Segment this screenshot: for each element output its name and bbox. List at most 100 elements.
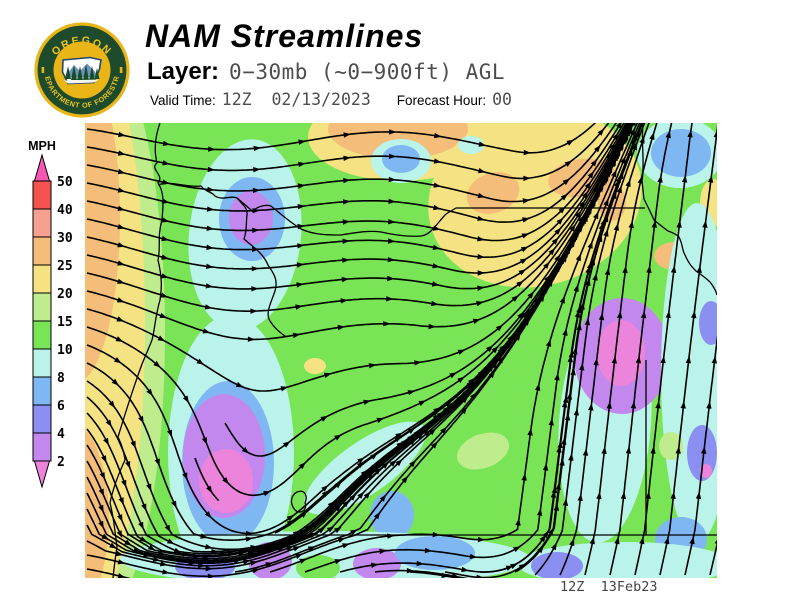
streamline-arrow-icon (613, 223, 619, 231)
streamline-arrow-icon (622, 265, 628, 274)
streamline-arrow-icon (519, 258, 528, 265)
streamline-arrow-icon (334, 504, 342, 512)
streamline-arrow-icon (166, 538, 175, 545)
valid-time-row: Valid Time: 12Z 02/13/2023 Forecast Hour: 0… (150, 90, 512, 109)
streamline (274, 123, 634, 534)
streamline-arrow-icon (542, 530, 549, 539)
streamline-arrow-icon (161, 217, 170, 223)
streamline-arrow-icon (562, 328, 568, 336)
streamline-arrow-icon (547, 279, 553, 287)
logo-right-tick (119, 67, 123, 73)
streamline-arrow-icon (98, 504, 104, 513)
streamline-arrow-icon (388, 176, 396, 183)
streamline-arrow-icon (379, 494, 387, 502)
streamline-arrow-icon (233, 558, 241, 564)
streamline-arrow-icon (253, 167, 261, 173)
streamline-arrow-icon (103, 437, 109, 446)
willamette-river (236, 197, 287, 338)
streamline (86, 123, 610, 180)
streamline-arrow-icon (321, 485, 329, 492)
streamline-arrow-icon (488, 370, 495, 379)
streamline-arrow-icon (326, 509, 334, 517)
streamline-arrow-icon (600, 177, 607, 186)
streamline-arrow-icon (559, 458, 565, 466)
streamline-arrow-icon (373, 511, 381, 520)
streamline-arrow-icon (477, 270, 485, 276)
streamline-arrow-icon (250, 308, 258, 314)
streamline-arrow-icon (477, 285, 485, 291)
streamline-arrow-icon (518, 269, 526, 276)
streamline-arrow-icon (160, 292, 169, 298)
streamline-arrow-icon (542, 463, 549, 471)
streamline-arrow-icon (204, 511, 212, 519)
streamline-arrow-icon (342, 257, 350, 263)
streamline-arrow-icon (486, 345, 494, 353)
streamline-arrow-icon (457, 349, 466, 355)
streamline-arrow-icon (557, 258, 564, 266)
streamline-arrow-icon (247, 336, 256, 342)
streamline-arrow-icon (637, 176, 643, 184)
legend-segment (32, 180, 52, 210)
streamline-arrow-icon (202, 328, 211, 334)
streamline-arrow-icon (649, 132, 655, 140)
streamline-arrow-icon (527, 291, 535, 299)
streamline-arrow-icon (639, 536, 645, 545)
streamline-arrow-icon (337, 324, 346, 331)
streamline-arrow-icon (407, 390, 416, 396)
streamline-arrow-icon (152, 556, 161, 562)
streamline-arrow-icon (478, 141, 487, 147)
streamline-arrow-icon (342, 543, 350, 549)
forecast-hour-value: 00 (492, 90, 512, 109)
streamline-arrow-icon (631, 142, 637, 151)
streamline-arrow-icon (376, 417, 385, 423)
streamline-arrow-icon (586, 261, 593, 270)
streamline-arrow-icon (477, 536, 486, 543)
streamline-arrow-icon (537, 545, 544, 554)
streamline-arrow-icon (416, 432, 424, 440)
legend-segment (32, 432, 52, 462)
streamline-arrow-icon (625, 179, 631, 187)
streamline-arrow-icon (162, 140, 171, 146)
streamline-arrow-icon (292, 332, 301, 339)
streamline-arrow-icon (252, 187, 261, 194)
streamline-arrow-icon (577, 493, 583, 501)
streamline-arrow-icon (664, 536, 670, 545)
wind-speed-region (531, 552, 583, 578)
streamline-arrow-icon (495, 324, 503, 332)
streamline-arrow-icon (383, 321, 391, 327)
streamline-arrow-icon (162, 569, 170, 575)
streamline-arrow-icon (130, 440, 136, 449)
odf-logo: OREGON DEPARTMENT OF FORESTRY (34, 22, 130, 118)
coastline (109, 123, 164, 578)
streamline-arrow-icon (665, 130, 671, 139)
streamline-arrow-icon (701, 446, 707, 454)
streamline-arrow-icon (252, 227, 260, 233)
streamline-arrow-icon (433, 182, 441, 188)
streamline-arrow-icon (326, 526, 335, 533)
streamline-arrow-icon (235, 382, 244, 388)
streamline-arrow-icon (115, 336, 124, 342)
streamline-arrow-icon (432, 225, 441, 231)
streamline-arrow-icon (566, 139, 574, 146)
streamline-arrow-icon (357, 491, 365, 499)
streamline-arrow-icon (665, 310, 671, 319)
streamline-arrow-icon (300, 511, 308, 518)
streamline-arrow-icon (115, 550, 124, 557)
streamline-arrow-icon (702, 220, 708, 228)
streamline-arrow-icon (143, 552, 151, 558)
streamline-arrow-icon (141, 503, 147, 512)
streamline (584, 123, 658, 576)
streamline-arrow-icon (360, 469, 368, 477)
wind-speed-region (85, 123, 120, 379)
streamline-arrow-icon (560, 193, 568, 201)
streamline-arrow-icon (387, 238, 396, 244)
streamline-arrow-icon (564, 413, 571, 421)
streamline-arrow-icon (307, 546, 316, 552)
streamline-arrow-icon (363, 399, 371, 405)
streamline-arrow-icon (557, 440, 563, 449)
streamline-arrow-icon (299, 558, 307, 564)
streamline-arrow-icon (381, 462, 389, 469)
streamline-arrow-icon (450, 402, 458, 410)
streamline-arrow-icon (545, 339, 552, 347)
streamline-arrow-icon (319, 514, 327, 522)
